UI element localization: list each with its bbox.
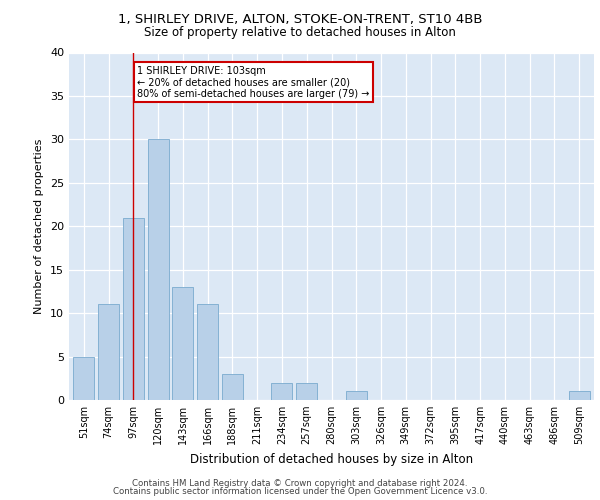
Bar [222, 374, 243, 400]
Text: Size of property relative to detached houses in Alton: Size of property relative to detached ho… [144, 26, 456, 39]
Bar [98, 304, 119, 400]
Bar [197, 304, 218, 400]
Text: 1, SHIRLEY DRIVE, ALTON, STOKE-ON-TRENT, ST10 4BB: 1, SHIRLEY DRIVE, ALTON, STOKE-ON-TRENT,… [118, 12, 482, 26]
Bar [148, 140, 169, 400]
Bar [172, 287, 193, 400]
Y-axis label: Number of detached properties: Number of detached properties [34, 138, 44, 314]
Bar [296, 382, 317, 400]
Bar [123, 218, 144, 400]
Text: 1 SHIRLEY DRIVE: 103sqm
← 20% of detached houses are smaller (20)
80% of semi-de: 1 SHIRLEY DRIVE: 103sqm ← 20% of detache… [137, 66, 370, 98]
Bar [73, 356, 94, 400]
Text: Contains HM Land Registry data © Crown copyright and database right 2024.: Contains HM Land Registry data © Crown c… [132, 478, 468, 488]
X-axis label: Distribution of detached houses by size in Alton: Distribution of detached houses by size … [190, 452, 473, 466]
Bar [569, 392, 590, 400]
Text: Contains public sector information licensed under the Open Government Licence v3: Contains public sector information licen… [113, 487, 487, 496]
Bar [346, 392, 367, 400]
Bar [271, 382, 292, 400]
